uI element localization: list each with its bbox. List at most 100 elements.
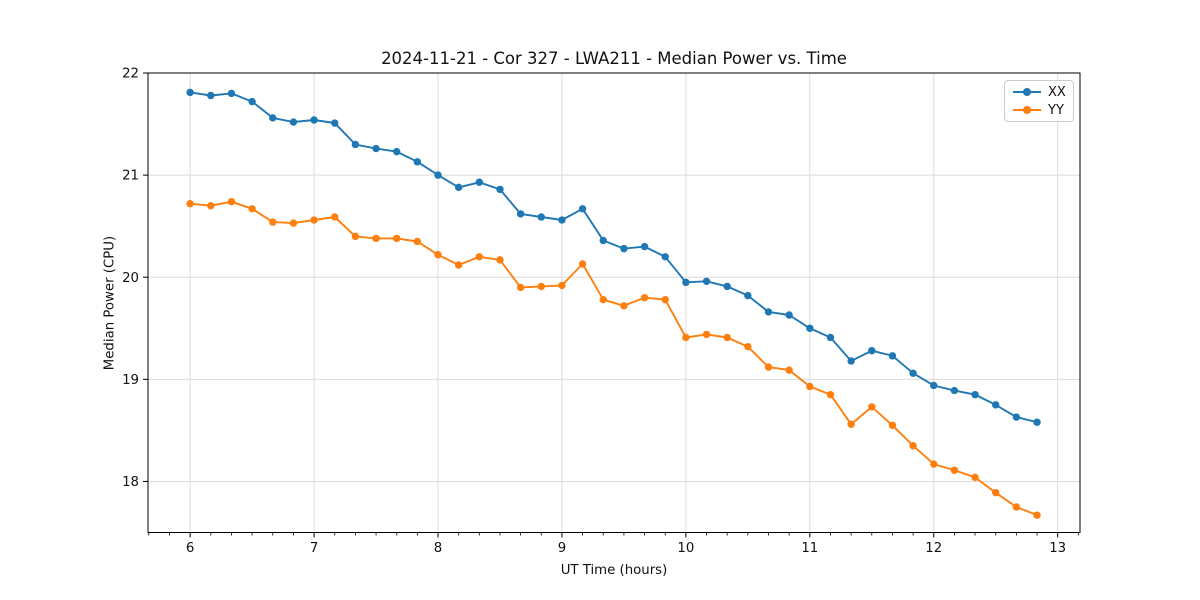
data-point-yy <box>310 216 318 224</box>
data-point-yy <box>847 420 855 428</box>
data-point-xx <box>269 114 277 122</box>
data-point-yy <box>909 442 917 450</box>
data-point-xx <box>578 205 587 213</box>
data-point-yy <box>888 421 897 429</box>
y-tick-label: 18 <box>122 475 139 490</box>
data-point-yy <box>537 282 545 291</box>
x-tick-label: 13 <box>1049 541 1066 556</box>
data-point-yy <box>930 460 938 468</box>
data-point-yy <box>186 200 194 208</box>
plot-border <box>147 72 1081 533</box>
data-point-yy <box>475 253 484 261</box>
data-point-yy <box>372 234 380 243</box>
data-point-yy <box>516 283 525 292</box>
data-point-xx <box>744 291 752 300</box>
data-point-xx <box>785 311 793 319</box>
data-point-xx <box>351 140 360 149</box>
legend-item-xx: XX <box>1013 83 1073 101</box>
data-point-yy <box>248 205 256 213</box>
data-point-yy <box>826 390 835 399</box>
data-point-xx <box>289 118 298 126</box>
data-point-xx <box>1012 413 1021 421</box>
data-point-yy <box>269 218 277 226</box>
data-point-yy <box>620 302 628 310</box>
data-point-xx <box>434 171 442 179</box>
data-point-xx <box>723 282 731 291</box>
data-point-yy <box>950 466 959 474</box>
data-point-yy <box>558 281 566 290</box>
data-point-xx <box>186 88 194 97</box>
legend: XX YY <box>1004 80 1074 122</box>
data-point-yy <box>289 219 298 227</box>
x-tick-label: 11 <box>801 541 818 556</box>
data-point-yy <box>207 202 215 210</box>
y-tick-label: 22 <box>122 67 139 82</box>
data-point-xx <box>640 242 649 251</box>
data-point-yy <box>806 382 814 391</box>
data-point-yy <box>723 333 731 342</box>
data-point-yy <box>785 366 793 374</box>
data-point-yy <box>661 295 669 304</box>
data-point-yy <box>868 403 876 411</box>
data-point-xx <box>454 183 463 192</box>
data-point-yy <box>744 342 752 351</box>
x-tick-label: 6 <box>186 541 194 556</box>
data-point-yy <box>764 363 773 371</box>
x-axis-label: UT Time (hours) <box>560 563 668 578</box>
data-point-xx <box>868 347 876 355</box>
data-point-yy <box>434 251 442 259</box>
data-point-yy <box>578 260 587 268</box>
legend-item-yy: YY <box>1013 101 1073 119</box>
chart-title: 2024-11-21 - Cor 327 - LWA211 - Median P… <box>381 49 847 68</box>
data-point-xx <box>1033 418 1041 426</box>
data-point-yy <box>331 213 339 221</box>
data-point-xx <box>248 97 256 106</box>
data-point-xx <box>599 236 607 245</box>
data-point-yy <box>496 256 504 264</box>
x-tick-label: 9 <box>558 541 566 556</box>
data-point-xx <box>826 333 835 342</box>
legend-label-xx: XX <box>1048 84 1066 100</box>
data-point-xx <box>930 381 938 390</box>
data-point-yy <box>682 333 690 342</box>
data-point-xx <box>764 308 773 316</box>
data-point-xx <box>558 216 566 224</box>
data-point-xx <box>413 158 422 166</box>
legend-line-sample-yy <box>1013 105 1041 115</box>
data-point-yy <box>702 330 711 339</box>
data-point-xx <box>888 352 897 360</box>
data-point-xx <box>372 144 380 153</box>
data-point-xx <box>702 277 711 286</box>
x-tick-label: 10 <box>677 541 694 556</box>
data-point-xx <box>537 213 545 221</box>
data-point-yy <box>599 295 607 304</box>
data-point-xx <box>227 89 236 98</box>
legend-label-yy: YY <box>1048 102 1064 118</box>
data-point-xx <box>806 324 814 332</box>
data-point-yy <box>393 234 401 243</box>
data-point-yy <box>413 237 422 246</box>
data-point-yy <box>1033 511 1041 519</box>
x-tick-label: 8 <box>434 541 442 556</box>
data-point-xx <box>310 116 318 124</box>
series-line-yy <box>190 200 1038 516</box>
data-point-xx <box>661 253 669 261</box>
data-point-yy <box>640 293 649 302</box>
data-point-xx <box>950 386 959 395</box>
y-tick-label: 20 <box>122 271 139 286</box>
data-point-yy <box>227 197 236 206</box>
x-tick-label: 12 <box>925 541 942 556</box>
data-point-yy <box>454 261 463 269</box>
data-point-yy <box>351 232 360 241</box>
data-point-yy <box>1012 503 1021 511</box>
data-point-xx <box>207 91 215 100</box>
data-point-xx <box>496 185 504 194</box>
data-point-yy <box>992 488 1000 497</box>
data-point-yy <box>971 473 979 482</box>
data-point-xx <box>909 369 917 377</box>
data-point-xx <box>516 210 525 218</box>
y-tick-label: 19 <box>122 373 139 388</box>
data-point-xx <box>682 278 690 287</box>
